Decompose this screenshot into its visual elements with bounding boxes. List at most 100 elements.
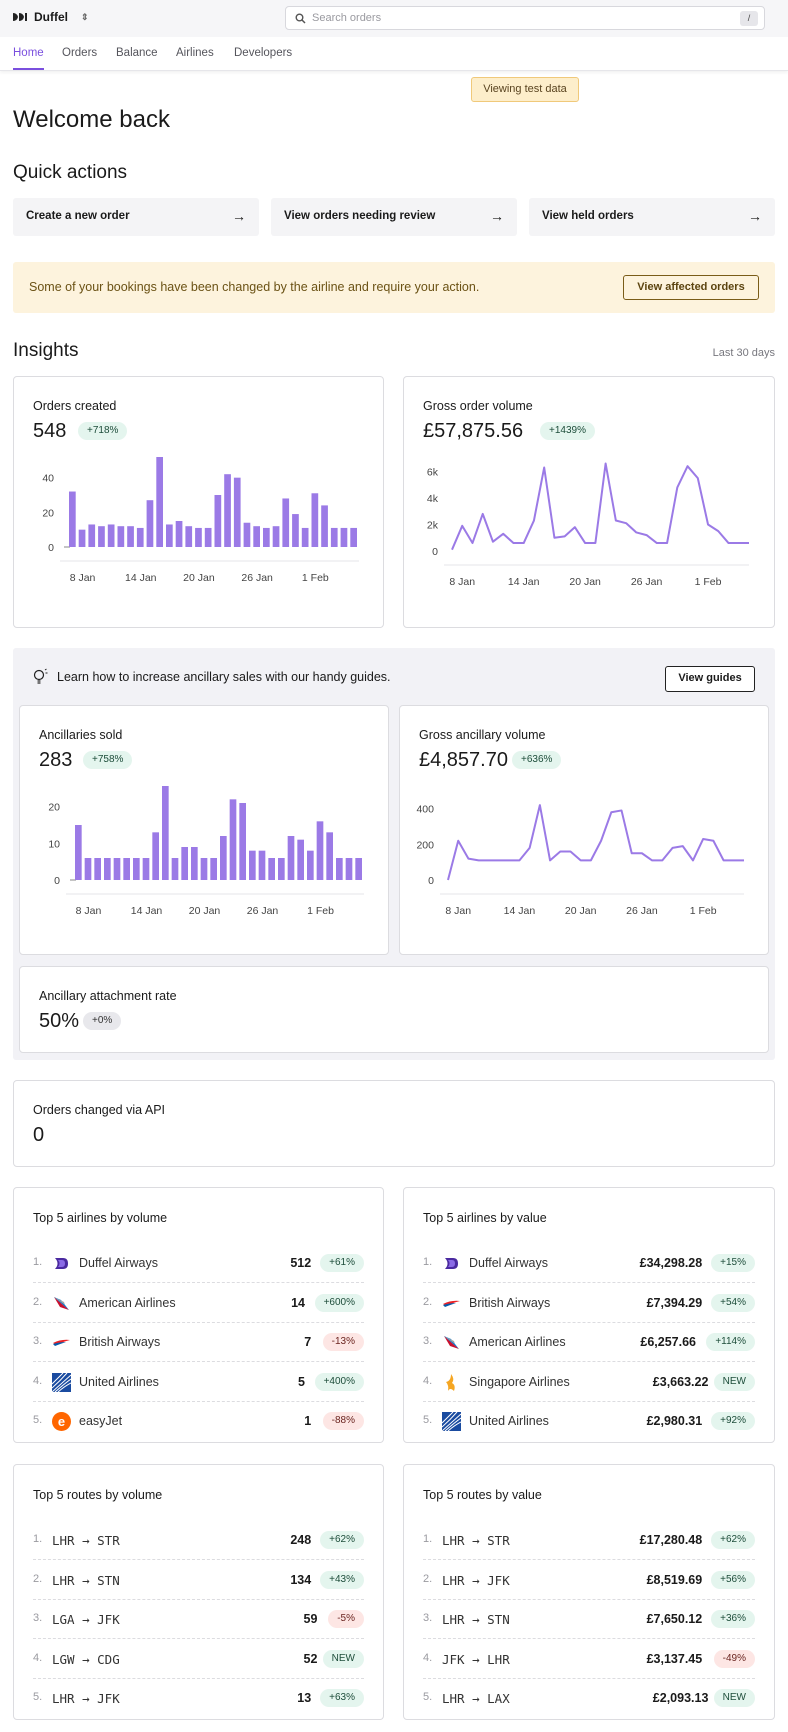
rank: 4. [423, 1374, 433, 1387]
bar [195, 527, 202, 547]
rank: 3. [33, 1612, 43, 1624]
metric-value: 248 [290, 1533, 312, 1547]
rank: 1. [33, 1533, 43, 1545]
org-name: Duffel [34, 10, 68, 24]
tab-home[interactable]: Home [13, 47, 44, 70]
bar [98, 526, 105, 547]
bar [224, 474, 231, 547]
list-item: 4. Singapore Airlines £3,663.22 NEW [423, 1363, 755, 1402]
top-routes-volume-card: Top 5 routes by volume 1. LHR → STR 248 +62%… [13, 1464, 384, 1720]
card-title: Gross order volume [423, 399, 533, 413]
metric-value: 14 [291, 1295, 305, 1310]
ancillary-section: Learn how to increase ancillary sales wi… [13, 648, 775, 1060]
bar [321, 505, 328, 547]
list-item: 2. LHR → STN 134 +43% [33, 1561, 364, 1600]
route-code: LGW → CDG [52, 1651, 120, 1667]
bar [200, 858, 208, 880]
tab-airlines[interactable]: Airlines [176, 47, 214, 59]
bar [94, 858, 101, 880]
tab-balance[interactable]: Balance [116, 47, 158, 59]
bar [104, 858, 111, 880]
airline-name: Duffel Airways [469, 1256, 548, 1270]
x-tick-label: 20 Jan [183, 572, 215, 584]
view-guides-button[interactable]: View guides [665, 666, 755, 692]
card-value: 0 [33, 1124, 45, 1146]
tab-orders[interactable]: Orders [62, 47, 98, 59]
bar [204, 527, 212, 547]
list-title: Top 5 airlines by volume [33, 1211, 168, 1225]
x-tick-label: 20 Jan [189, 905, 221, 917]
list-item: 3. LHR → STN £7,650.12 +36% [423, 1600, 755, 1639]
action-label: View held orders [542, 210, 634, 222]
rank: 2. [423, 1572, 433, 1585]
orders-needing-review-button[interactable]: View orders needing review → [271, 198, 517, 236]
rank: 3. [33, 1335, 43, 1347]
org-switcher[interactable]: Duffel ⇕ [13, 10, 89, 24]
y-tick-label: 20 [48, 802, 60, 814]
list-item: 5. United Airlines £2,980.31 +92% [423, 1402, 755, 1441]
orders-created-card: Orders created 548 +718% 02040608 Jan14 … [13, 376, 384, 628]
list-item: 1. LHR → STR 248 +62% [33, 1521, 364, 1560]
quick-actions-heading: Quick actions [13, 162, 128, 183]
search-input[interactable]: Search orders / [285, 6, 765, 30]
bar [191, 847, 198, 880]
y-tick-label: 40 [42, 473, 54, 485]
duffel-logo-icon [13, 13, 27, 21]
metric-value: £17,280.48 [639, 1533, 703, 1547]
held-orders-button[interactable]: View held orders → [529, 198, 775, 236]
main-nav: Home Orders Balance Airlines Developers [0, 37, 788, 71]
search-icon [295, 13, 306, 24]
rank: 2. [33, 1572, 43, 1585]
airline-name: Duffel Airways [79, 1256, 158, 1270]
bar [127, 526, 134, 547]
route-code: LGA → JFK [52, 1612, 120, 1627]
create-order-button[interactable]: Create a new order → [13, 198, 259, 236]
united-logo-icon [442, 1412, 461, 1431]
american-logo-icon [54, 1296, 69, 1310]
x-tick-label: 1 Feb [690, 905, 717, 917]
rank: 5. [423, 1414, 433, 1426]
attachment-rate-card: Ancillary attachment rate 50% +0% [19, 966, 769, 1053]
change-badge: NEW [713, 1372, 755, 1391]
top-bar: Duffel ⇕ Search orders / [0, 0, 788, 37]
page-title: Welcome back [13, 106, 170, 133]
view-affected-orders-button[interactable]: View affected orders [623, 275, 759, 300]
singapore-logo-icon [446, 1373, 455, 1391]
tab-developers[interactable]: Developers [234, 47, 293, 59]
bar [345, 858, 353, 880]
bar [162, 786, 169, 880]
bar [214, 495, 222, 547]
action-label: View orders needing review [284, 210, 436, 222]
x-tick-label: 20 Jan [569, 576, 601, 588]
bar [311, 493, 319, 547]
bar [78, 529, 86, 547]
top-airlines-value-card: Top 5 airlines by value 1. Duffel Airways £… [403, 1187, 775, 1443]
bar [340, 527, 348, 547]
x-tick-label: 8 Jan [70, 572, 96, 584]
bar [258, 850, 266, 880]
bar [156, 457, 163, 547]
metric-value: £3,137.45 [646, 1651, 703, 1666]
change-badge: NEW [322, 1649, 364, 1668]
bar [69, 491, 76, 547]
search-placeholder: Search orders [312, 12, 382, 24]
alert-message: Some of your bookings have been changed … [29, 280, 480, 294]
card-value: 50% [39, 1010, 80, 1032]
card-title: Gross ancillary volume [419, 728, 546, 742]
list-item: 4. JFK → LHR £3,137.45 -49% [423, 1640, 755, 1679]
airline-name: British Airways [469, 1295, 551, 1310]
x-tick-label: 26 Jan [631, 576, 663, 588]
list-item: 1. Duffel Airways 512 +61% [33, 1244, 364, 1283]
bar [117, 526, 125, 547]
y-tick-label: 200 [416, 839, 434, 851]
metric-value: £6,257.66 [640, 1335, 696, 1349]
x-tick-label: 8 Jan [449, 576, 475, 588]
bar [75, 825, 82, 880]
change-badge: +63% [320, 1689, 364, 1707]
insights-heading: Insights [13, 340, 79, 361]
change-badge: +54% [711, 1293, 755, 1312]
airline-name: United Airlines [79, 1374, 159, 1389]
duffel-logo-icon [52, 1254, 71, 1273]
